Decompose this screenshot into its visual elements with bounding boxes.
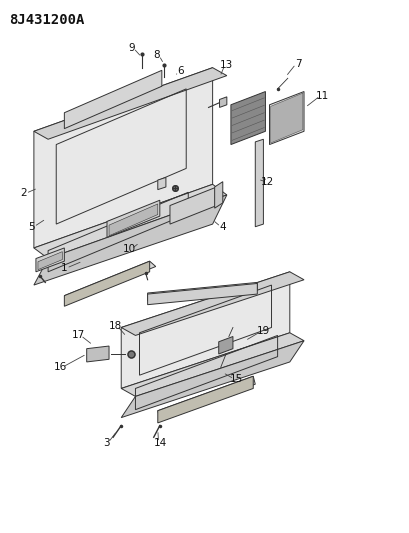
Polygon shape [64, 261, 150, 306]
Polygon shape [270, 92, 304, 144]
Text: 15: 15 [229, 374, 243, 384]
Polygon shape [271, 93, 303, 143]
Text: 6: 6 [177, 67, 184, 76]
Polygon shape [121, 272, 290, 389]
Polygon shape [109, 204, 158, 236]
Text: 12: 12 [261, 176, 274, 187]
Text: 3: 3 [103, 438, 110, 448]
Text: 10: 10 [123, 244, 136, 254]
Polygon shape [64, 70, 162, 128]
Polygon shape [121, 341, 304, 418]
Polygon shape [107, 200, 160, 237]
Polygon shape [255, 139, 263, 227]
Text: 13: 13 [220, 60, 234, 70]
Polygon shape [148, 282, 257, 301]
Polygon shape [34, 184, 227, 259]
Polygon shape [219, 336, 233, 354]
Text: 11: 11 [316, 91, 329, 101]
Polygon shape [87, 346, 109, 362]
Polygon shape [38, 252, 62, 270]
Polygon shape [215, 182, 223, 208]
Polygon shape [158, 177, 166, 190]
Polygon shape [64, 261, 156, 301]
Text: 2: 2 [20, 188, 27, 198]
Polygon shape [158, 376, 253, 423]
Text: 4: 4 [220, 222, 226, 232]
Polygon shape [220, 97, 227, 108]
Polygon shape [36, 248, 64, 272]
Text: 17: 17 [72, 330, 85, 341]
Polygon shape [170, 187, 217, 224]
Text: 8J431200A: 8J431200A [9, 13, 85, 27]
Text: 7: 7 [294, 59, 301, 69]
Polygon shape [34, 195, 227, 285]
Polygon shape [34, 68, 227, 139]
Text: 16: 16 [54, 362, 67, 372]
Polygon shape [231, 92, 265, 144]
Polygon shape [121, 333, 304, 397]
Text: 18: 18 [108, 321, 122, 331]
Text: 1: 1 [61, 263, 67, 273]
Polygon shape [121, 272, 304, 335]
Polygon shape [158, 376, 255, 419]
Text: 9: 9 [128, 43, 135, 53]
Polygon shape [148, 284, 257, 305]
Text: 5: 5 [29, 222, 35, 232]
Text: 19: 19 [257, 326, 270, 336]
Polygon shape [34, 68, 213, 248]
Text: 14: 14 [154, 438, 167, 448]
Text: 8: 8 [154, 51, 160, 60]
